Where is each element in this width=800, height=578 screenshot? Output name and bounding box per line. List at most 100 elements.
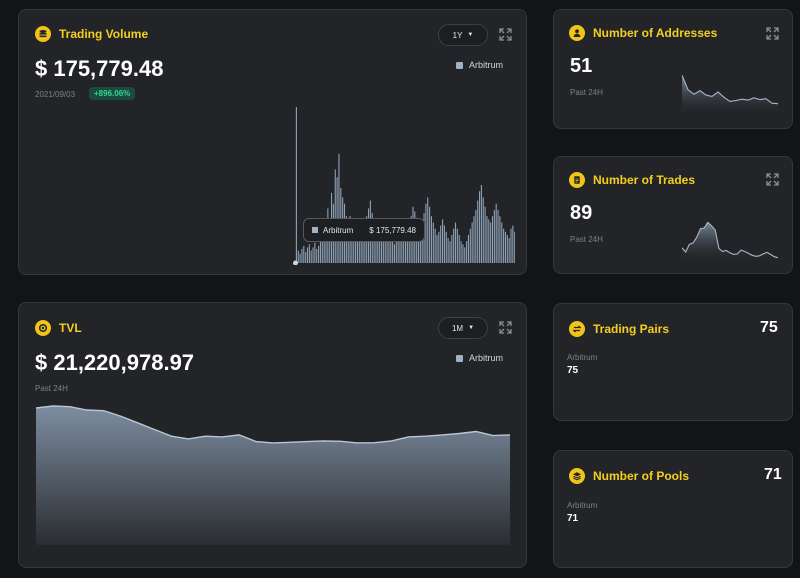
trading-volume-header: Trading Volume xyxy=(35,26,148,42)
volume-bar xyxy=(364,228,366,263)
volume-bar xyxy=(484,206,486,263)
volume-bar xyxy=(316,248,318,263)
volume-bar xyxy=(393,244,396,263)
volume-bar xyxy=(497,209,499,263)
circle-dot-icon xyxy=(35,320,51,336)
swap-icon xyxy=(569,321,585,337)
change-badge: +896.06% xyxy=(89,87,136,100)
volume-bar xyxy=(493,209,495,263)
chart-tooltip: Arbitrum $ 175,779.48 xyxy=(303,218,425,242)
legend-arbitrum[interactable]: Arbitrum xyxy=(456,353,503,363)
volume-bar xyxy=(512,225,514,263)
volume-bar xyxy=(425,203,427,263)
tvl-card: TVL 1M ▼ $ 21,220,978.97 Past 24H Arbitr… xyxy=(18,302,527,568)
volume-bar xyxy=(488,219,490,263)
period-selector[interactable]: 1M ▼ xyxy=(438,317,488,339)
volume-bar xyxy=(353,231,355,263)
volume-bar xyxy=(503,228,505,263)
volume-bar xyxy=(388,234,390,263)
volume-bar xyxy=(306,247,309,263)
volume-bar xyxy=(338,153,340,263)
volume-bar xyxy=(453,228,455,263)
volume-bar xyxy=(490,222,492,263)
volume-bar xyxy=(390,238,392,263)
volume-bar xyxy=(454,222,457,263)
volume-bar xyxy=(312,247,314,263)
volume-bar xyxy=(295,107,297,263)
expand-icon[interactable] xyxy=(766,27,779,40)
volume-bar xyxy=(305,252,307,263)
volume-bar xyxy=(334,169,336,263)
volume-bar xyxy=(462,244,464,263)
volume-bar xyxy=(469,228,471,263)
pools-card: Number of Pools 71 Arbitrum 71 xyxy=(553,450,793,568)
volume-bar xyxy=(351,225,353,263)
volume-bar xyxy=(471,222,473,263)
volume-bar xyxy=(375,228,377,263)
trades-value: 89 xyxy=(570,202,593,224)
document-icon xyxy=(569,172,585,188)
volume-bar xyxy=(464,247,466,263)
trading-pairs-header: Trading Pairs xyxy=(569,321,669,337)
trading-volume-date: 2021/09/03 xyxy=(35,90,76,99)
volume-bar xyxy=(310,250,312,263)
volume-bar xyxy=(477,200,479,263)
volume-bar xyxy=(458,234,460,263)
volume-bar xyxy=(362,236,364,263)
legend-swatch xyxy=(456,354,463,362)
volume-bar xyxy=(401,225,403,263)
volume-bar xyxy=(504,231,507,263)
volume-bar xyxy=(491,216,494,263)
volume-bar xyxy=(303,245,305,263)
volume-bar xyxy=(301,248,303,263)
volume-bar xyxy=(355,234,357,263)
volume-bar xyxy=(445,231,447,263)
expand-icon[interactable] xyxy=(499,321,512,334)
volume-bar xyxy=(377,234,379,263)
volume-bar xyxy=(392,241,394,263)
trades-area xyxy=(682,222,778,262)
volume-bar xyxy=(321,234,323,263)
volume-bar xyxy=(417,224,420,263)
trading-pairs-total: 75 xyxy=(760,319,778,336)
legend-label: Arbitrum xyxy=(469,60,504,70)
chevron-down-icon: ▼ xyxy=(468,325,475,331)
pools-chain: Arbitrum xyxy=(567,501,598,510)
volume-bar xyxy=(460,241,462,263)
volume-bar xyxy=(379,238,381,263)
addresses-header: Number of Addresses xyxy=(569,25,717,41)
volume-bar xyxy=(499,216,501,263)
tvl-value: $ 21,220,978.97 xyxy=(35,350,195,375)
trading-volume-title: Trading Volume xyxy=(59,27,149,41)
volume-bar xyxy=(506,234,508,263)
volume-bar xyxy=(456,228,458,263)
tvl-line xyxy=(36,405,510,444)
volume-bar xyxy=(501,222,503,263)
period-value: 1M xyxy=(451,323,464,333)
trades-title: Number of Trades xyxy=(593,173,696,187)
volume-bar xyxy=(480,185,482,263)
volume-bar xyxy=(475,209,477,263)
tooltip-series: Arbitrum xyxy=(323,225,354,235)
volume-bar xyxy=(347,222,349,263)
volume-bar xyxy=(360,231,362,263)
volume-bar xyxy=(386,228,388,263)
layers-icon xyxy=(569,468,585,484)
trading-pairs-chain: Arbitrum xyxy=(567,353,598,362)
tvl-header: TVL xyxy=(35,320,82,336)
volume-bar xyxy=(395,238,397,263)
volume-bar xyxy=(432,222,434,263)
volume-bar xyxy=(473,216,475,263)
addresses-value: 51 xyxy=(570,55,593,77)
trading-pairs-card: Trading Pairs 75 Arbitrum 75 xyxy=(553,303,793,421)
period-selector[interactable]: 1Y ▼ xyxy=(438,24,488,46)
expand-icon[interactable] xyxy=(766,173,779,186)
trading-pairs-chain-value: 75 xyxy=(567,365,579,376)
legend-arbitrum[interactable]: Arbitrum xyxy=(456,60,503,70)
volume-bar xyxy=(319,241,322,263)
tvl-sublabel: Past 24H xyxy=(35,384,68,393)
addresses-title: Number of Addresses xyxy=(593,26,718,40)
expand-icon[interactable] xyxy=(499,28,512,41)
pools-header: Number of Pools xyxy=(569,468,689,484)
chevron-down-icon: ▼ xyxy=(467,32,474,38)
